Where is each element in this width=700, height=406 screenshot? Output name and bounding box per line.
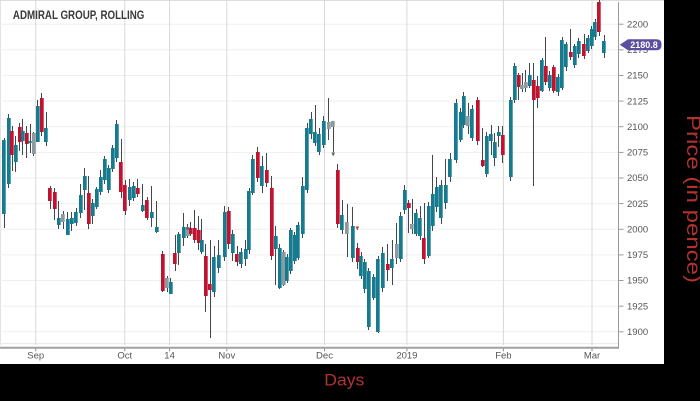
svg-text:2175: 2175 xyxy=(627,45,648,56)
svg-text:1925: 1925 xyxy=(627,301,648,312)
svg-text:Feb: Feb xyxy=(495,351,511,362)
svg-text:ADMIRAL GROUP, ROLLING: ADMIRAL GROUP, ROLLING xyxy=(13,8,145,22)
svg-text:1950: 1950 xyxy=(627,276,648,287)
svg-text:2075: 2075 xyxy=(627,148,648,159)
svg-text:1900: 1900 xyxy=(627,327,648,338)
svg-text:2180.8: 2180.8 xyxy=(630,40,658,50)
svg-text:Dec: Dec xyxy=(316,351,333,362)
svg-text:14: 14 xyxy=(164,351,175,362)
svg-text:2200: 2200 xyxy=(627,19,648,30)
svg-text:2025: 2025 xyxy=(627,199,648,210)
svg-text:Sep: Sep xyxy=(27,351,44,362)
svg-text:Price (in pence): Price (in pence) xyxy=(682,115,700,283)
svg-text:Oct: Oct xyxy=(117,351,132,362)
svg-text:2150: 2150 xyxy=(627,71,648,82)
svg-text:2000: 2000 xyxy=(627,225,648,236)
svg-text:2019: 2019 xyxy=(396,351,417,362)
svg-text:1975: 1975 xyxy=(627,250,648,261)
svg-text:Nov: Nov xyxy=(218,351,235,362)
svg-text:2125: 2125 xyxy=(627,96,648,107)
svg-text:2100: 2100 xyxy=(627,122,648,133)
svg-text:2050: 2050 xyxy=(627,173,648,184)
svg-text:Mar: Mar xyxy=(584,351,600,362)
svg-text:Days: Days xyxy=(324,371,364,390)
